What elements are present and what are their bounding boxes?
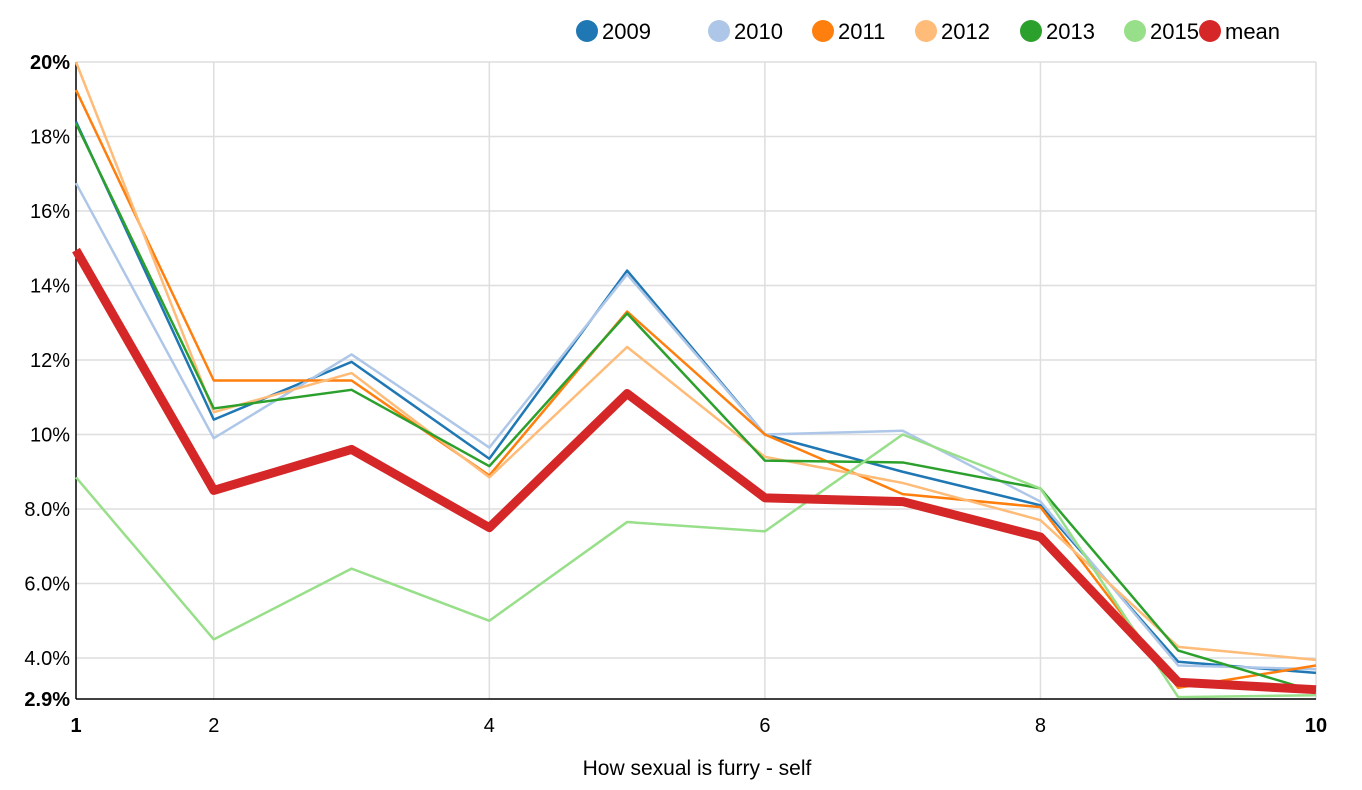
- legend-label: 2012: [941, 19, 990, 44]
- y-tick-label: 6.0%: [24, 574, 70, 596]
- legend-item-2011[interactable]: 2011: [812, 19, 885, 44]
- legend-item-2010[interactable]: 2010: [708, 19, 783, 44]
- series-lines: [72, 61, 1317, 699]
- y-tick-label: 18%: [30, 127, 70, 149]
- legend-swatch: [576, 20, 598, 42]
- x-axis-title: How sexual is furry - self: [583, 757, 812, 780]
- legend-label: 2010: [734, 19, 783, 44]
- y-tick-label: 10%: [30, 425, 70, 447]
- y-tick-label: 14%: [30, 276, 70, 298]
- legend-swatch: [1020, 20, 1042, 42]
- legend-label: 2011: [838, 19, 885, 44]
- x-tick-label: 1: [70, 715, 81, 737]
- legend-label: mean: [1225, 19, 1280, 44]
- legend-item-2009[interactable]: 2009: [576, 19, 651, 44]
- y-tick-label: 2.9%: [24, 689, 70, 711]
- legend-swatch: [812, 20, 834, 42]
- y-tick-label: 12%: [30, 350, 70, 372]
- legend-label: 2015: [1150, 19, 1199, 44]
- grid-lines: [76, 61, 1317, 699]
- legend-item-2015[interactable]: 2015: [1124, 19, 1199, 44]
- legend-swatch: [708, 20, 730, 42]
- tick-labels: 2.9% 4.0% 6.0% 8.0% 10% 12% 14% 16% 18% 20% 1 2 4 6 8 1…: [24, 52, 1327, 737]
- legend-swatch: [1124, 20, 1146, 42]
- series-line-2011: [74, 89, 1317, 690]
- legend-swatch: [1199, 20, 1221, 42]
- series-line-2013: [74, 122, 1317, 693]
- legend-item-mean[interactable]: mean: [1199, 19, 1280, 44]
- x-tick-label: 6: [759, 715, 770, 737]
- y-tick-label: 20%: [30, 52, 70, 74]
- legend-label: 2009: [602, 19, 651, 44]
- series-line-2010: [74, 182, 1317, 671]
- legend[interactable]: 2009 2010 2011 2012 2013 2015 mean: [576, 19, 1280, 44]
- x-tick-label: 10: [1305, 715, 1327, 737]
- y-tick-label: 16%: [30, 201, 70, 223]
- legend-item-2012[interactable]: 2012: [915, 19, 990, 44]
- series-line-mean: [72, 247, 1317, 695]
- axes: [75, 62, 1316, 700]
- series-line-2012: [74, 61, 1317, 662]
- legend-label: 2013: [1046, 19, 1095, 44]
- x-tick-label: 4: [484, 715, 495, 737]
- x-tick-label: 8: [1035, 715, 1046, 737]
- series-line-2015: [75, 433, 1317, 699]
- legend-item-2013[interactable]: 2013: [1020, 19, 1095, 44]
- x-tick-label: 2: [208, 715, 219, 737]
- y-tick-label: 8.0%: [24, 499, 70, 521]
- y-tick-label: 4.0%: [24, 648, 70, 670]
- legend-swatch: [915, 20, 937, 42]
